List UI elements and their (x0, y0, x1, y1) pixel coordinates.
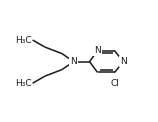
Text: N: N (94, 46, 101, 55)
Text: N: N (120, 57, 127, 66)
Text: Cl: Cl (110, 79, 119, 88)
Text: N: N (70, 57, 77, 66)
Text: H₃C: H₃C (15, 36, 31, 45)
Text: H₃C: H₃C (15, 79, 31, 88)
